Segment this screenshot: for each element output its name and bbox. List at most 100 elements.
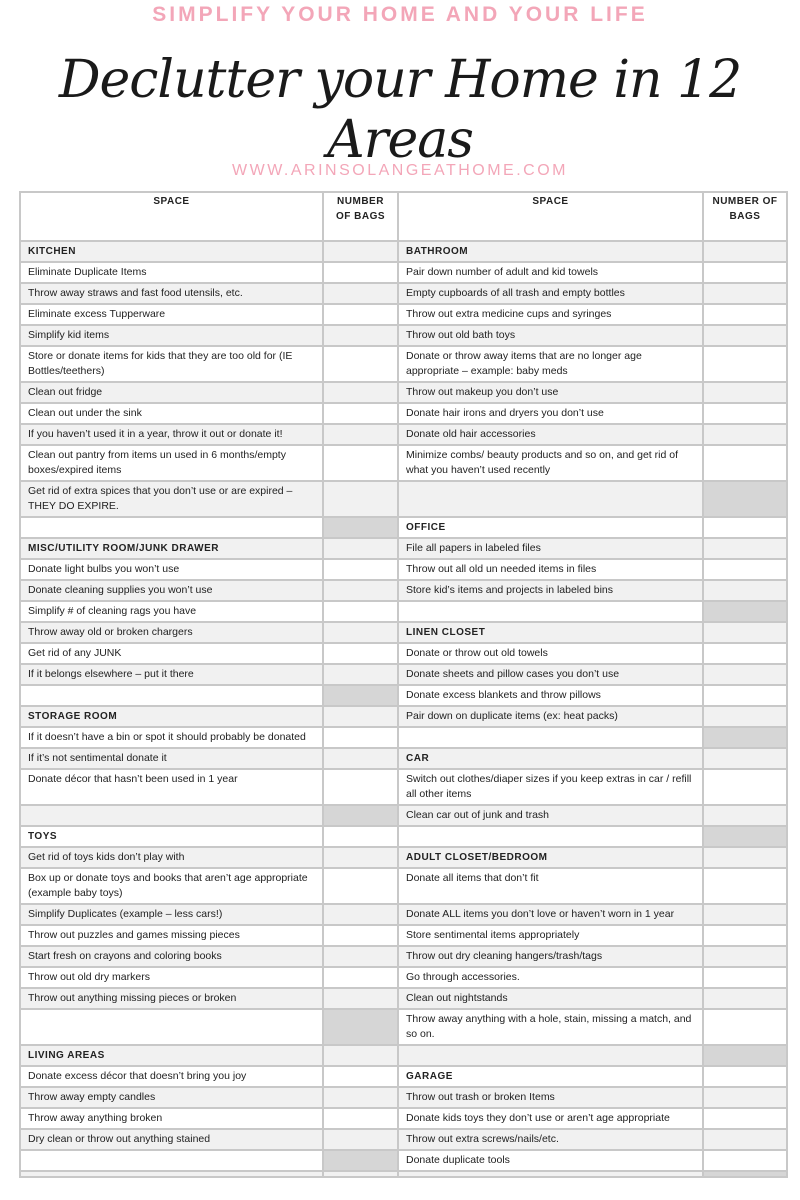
bags-count-cell[interactable]	[702, 747, 788, 770]
bags-count-cell[interactable]	[322, 663, 399, 686]
bags-count-cell[interactable]	[322, 600, 399, 623]
bags-count-cell[interactable]	[702, 987, 788, 1010]
bags-count-cell[interactable]	[322, 537, 399, 560]
bags-count-cell[interactable]	[702, 642, 788, 665]
bags-count-cell[interactable]	[702, 825, 788, 848]
bags-count-cell[interactable]	[322, 240, 399, 263]
bags-count-cell[interactable]	[702, 804, 788, 827]
bags-count-cell[interactable]	[322, 726, 399, 749]
task-cell: Throw out old dry markers	[19, 966, 324, 989]
bags-count-cell[interactable]	[322, 516, 399, 539]
bags-count-cell[interactable]	[322, 846, 399, 869]
bags-count-cell[interactable]	[322, 381, 399, 404]
bags-count-cell[interactable]	[702, 579, 788, 602]
bags-count-cell[interactable]	[322, 642, 399, 665]
bags-count-cell[interactable]	[702, 1086, 788, 1109]
bags-count-cell[interactable]	[322, 303, 399, 326]
task-cell: Donate old hair accessories	[397, 423, 704, 446]
bags-count-cell[interactable]	[702, 945, 788, 968]
bags-count-cell[interactable]	[322, 324, 399, 347]
bags-count-cell[interactable]	[702, 1008, 788, 1046]
bags-count-cell[interactable]	[702, 537, 788, 560]
bags-count-cell[interactable]	[322, 747, 399, 770]
bags-count-cell[interactable]	[322, 1149, 399, 1172]
bags-count-cell[interactable]	[322, 924, 399, 947]
task-cell: Donate excess blankets and throw pillows	[397, 684, 704, 707]
bags-count-cell[interactable]	[322, 261, 399, 284]
bags-count-cell[interactable]	[702, 261, 788, 284]
bags-count-cell[interactable]	[702, 684, 788, 707]
bags-count-cell[interactable]	[702, 621, 788, 644]
bags-count-cell[interactable]	[702, 867, 788, 905]
task-cell: Throw away straws and fast food utensils…	[19, 282, 324, 305]
bags-count-cell[interactable]	[322, 705, 399, 728]
bags-count-cell[interactable]	[322, 768, 399, 806]
task-cell: Switch out clothes/diaper sizes if you k…	[397, 768, 704, 806]
task-cell: Donate light bulbs you won’t use	[19, 558, 324, 581]
bags-count-cell[interactable]	[322, 1008, 399, 1046]
table-row: Get rid of toys kids don’t play with ADUL…	[19, 846, 788, 869]
bags-count-cell[interactable]	[322, 1170, 399, 1178]
bags-count-cell[interactable]	[702, 903, 788, 926]
bags-count-cell[interactable]	[322, 1086, 399, 1109]
bags-count-cell[interactable]	[702, 324, 788, 347]
bags-count-cell[interactable]	[322, 987, 399, 1010]
bags-count-cell[interactable]	[702, 768, 788, 806]
bags-count-cell[interactable]	[702, 558, 788, 581]
bags-count-cell[interactable]	[322, 480, 399, 518]
bags-count-cell[interactable]	[702, 444, 788, 482]
bags-count-cell[interactable]	[702, 846, 788, 869]
table-row: TOYS	[19, 825, 788, 848]
bags-count-cell[interactable]	[702, 600, 788, 623]
task-cell: Throw out puzzles and games missing piec…	[19, 924, 324, 947]
bags-count-cell[interactable]	[322, 579, 399, 602]
bags-count-cell[interactable]	[702, 240, 788, 263]
bags-count-cell[interactable]	[322, 423, 399, 446]
bags-count-cell[interactable]	[702, 726, 788, 749]
task-cell: Get rid of toys kids don’t play with	[19, 846, 324, 869]
bags-count-cell[interactable]	[702, 1170, 788, 1178]
bags-count-cell[interactable]	[702, 1128, 788, 1151]
bags-count-cell[interactable]	[702, 303, 788, 326]
bags-count-cell[interactable]	[702, 663, 788, 686]
bags-count-cell[interactable]	[322, 402, 399, 425]
bags-count-cell[interactable]	[702, 924, 788, 947]
bags-count-cell[interactable]	[702, 1149, 788, 1172]
bags-count-cell[interactable]	[322, 825, 399, 848]
task-cell	[397, 825, 704, 848]
table-row: If you haven’t used it in a year, throw …	[19, 423, 788, 446]
bags-count-cell[interactable]	[322, 804, 399, 827]
bags-count-cell[interactable]	[322, 1065, 399, 1088]
bags-count-cell[interactable]	[702, 966, 788, 989]
task-cell: File all papers in labeled files	[397, 537, 704, 560]
bags-count-cell[interactable]	[322, 684, 399, 707]
bags-count-cell[interactable]	[322, 1044, 399, 1067]
bags-count-cell[interactable]	[702, 381, 788, 404]
bags-count-cell[interactable]	[322, 867, 399, 905]
bags-count-cell[interactable]	[702, 516, 788, 539]
bags-count-cell[interactable]	[322, 945, 399, 968]
bags-count-cell[interactable]	[322, 444, 399, 482]
bags-count-cell[interactable]	[702, 1107, 788, 1130]
bags-count-cell[interactable]	[702, 345, 788, 383]
bags-count-cell[interactable]	[702, 423, 788, 446]
bags-count-cell[interactable]	[322, 345, 399, 383]
bags-count-cell[interactable]	[702, 1044, 788, 1067]
table-row: Eliminate excess Tupperware Throw out ext…	[19, 303, 788, 326]
bags-count-cell[interactable]	[322, 903, 399, 926]
bags-count-cell[interactable]	[702, 282, 788, 305]
section-heading: BATHROOM	[397, 240, 704, 263]
bags-count-cell[interactable]	[702, 480, 788, 518]
bags-count-cell[interactable]	[322, 558, 399, 581]
bags-count-cell[interactable]	[702, 705, 788, 728]
bags-count-cell[interactable]	[322, 966, 399, 989]
declutter-checklist-table: SPACE NUMBER OF BAGS SPACE NUMBER OF BAG…	[19, 191, 788, 1178]
task-cell: Donate cleaning supplies you won’t use	[19, 579, 324, 602]
table-row: Donate excess blankets and throw pillows	[19, 684, 788, 707]
bags-count-cell[interactable]	[702, 402, 788, 425]
bags-count-cell[interactable]	[322, 1128, 399, 1151]
bags-count-cell[interactable]	[322, 282, 399, 305]
bags-count-cell[interactable]	[702, 1065, 788, 1088]
bags-count-cell[interactable]	[322, 621, 399, 644]
bags-count-cell[interactable]	[322, 1107, 399, 1130]
